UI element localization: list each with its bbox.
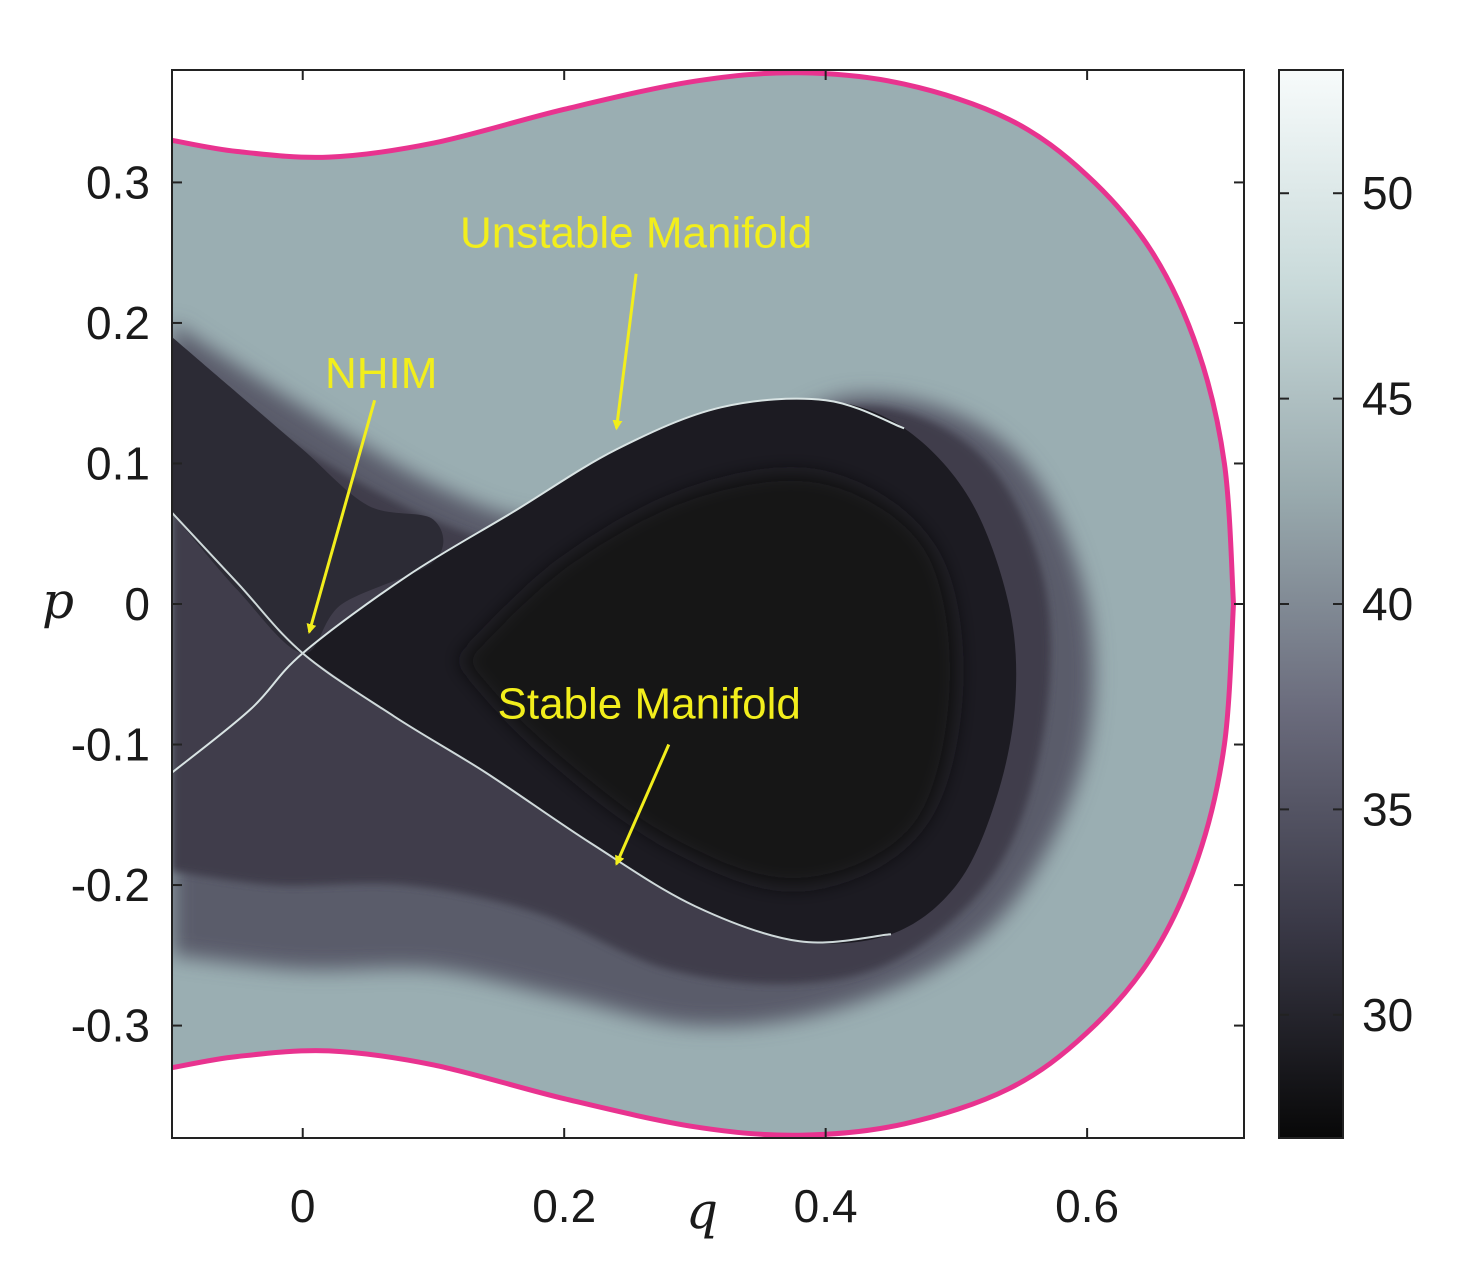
y-axis-label: p: [42, 572, 74, 630]
annotation-label: Unstable Manifold: [460, 209, 812, 258]
colorbar: 30 35 40 45 50: [1278, 69, 1413, 1139]
annotation-arrow: [615, 743, 671, 866]
annotation-arrow: [306, 399, 377, 635]
x-tick-label: 0.6: [1055, 1180, 1119, 1232]
colorbar-bar: [1278, 69, 1344, 1139]
x-axis-label: q: [686, 1182, 718, 1240]
y-tick-label: -0.2: [71, 859, 150, 911]
x-tick-label: 0.2: [532, 1180, 596, 1232]
annotation-arrow: [612, 273, 638, 431]
x-axis: 0 0.2 0.4 0.6: [290, 70, 1119, 1232]
annotation-label: NHIM: [325, 349, 437, 398]
y-tick-label: 0.3: [86, 156, 150, 208]
colorbar-tick-label: 40: [1362, 578, 1413, 630]
y-tick-label: -0.3: [71, 1000, 150, 1052]
colorbar-tick-label: 45: [1362, 373, 1413, 425]
colorbar-tick-label: 30: [1362, 989, 1413, 1041]
y-tick-label: 0.2: [86, 297, 150, 349]
unstable-manifold-curve: [172, 397, 905, 774]
colorbar-tick-label: 50: [1362, 167, 1413, 219]
stable-manifold-curve: [172, 512, 892, 944]
y-tick-label: 0.1: [86, 437, 150, 489]
y-tick-label: 0: [124, 578, 150, 630]
energy-boundary-top: [172, 70, 1236, 605]
energy-boundary-bottom: [172, 603, 1236, 1138]
colorbar-tick-label: 35: [1362, 783, 1413, 835]
y-axis: 0.3 0.2 0.1 0 -0.1 -0.2 -0.3: [71, 156, 1244, 1052]
y-tick-label: -0.1: [71, 719, 150, 771]
annotations: Unstable Manifold NHIM Stable Manifold: [306, 209, 812, 866]
x-tick-label: 0.4: [794, 1180, 858, 1232]
annotation-label: Stable Manifold: [498, 679, 801, 728]
heatmap: [172, 70, 1236, 1138]
x-tick-label: 0: [290, 1180, 316, 1232]
